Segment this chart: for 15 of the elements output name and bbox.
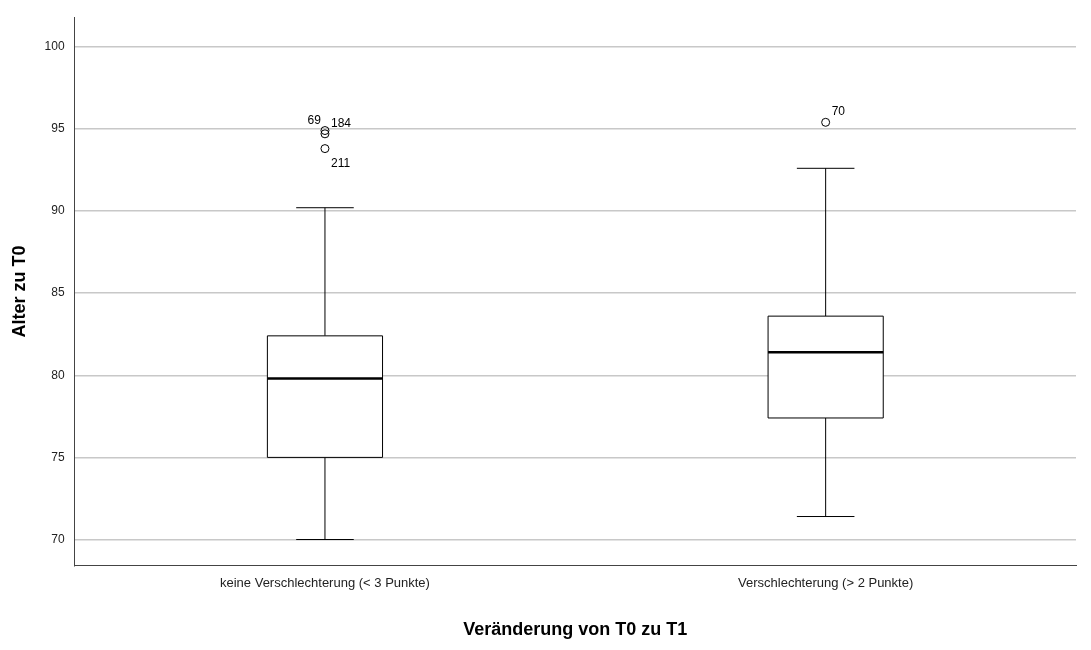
x-tick-label: keine Verschlechterung (< 3 Punkte) — [220, 575, 430, 591]
x-axis-title: Veränderung von T0 zu T1 — [463, 619, 688, 640]
y-tick-label: 95 — [51, 121, 65, 136]
x-tick-label: Verschlechterung (> 2 Punkte) — [738, 575, 914, 591]
y-tick-label: 90 — [51, 203, 65, 218]
y-tick-label: 85 — [51, 285, 65, 300]
annotation: 70 — [831, 104, 846, 119]
y-tick-label: 100 — [44, 39, 65, 54]
annotation: 69 — [307, 112, 322, 127]
y-tick-label: 70 — [51, 531, 65, 546]
y-tick-label: 75 — [51, 449, 65, 464]
annotation: 211 — [330, 155, 351, 170]
y-axis-title: Alter zu T0 — [8, 245, 29, 338]
annotation: 184 — [330, 115, 352, 130]
y-tick-label: 80 — [51, 367, 65, 382]
